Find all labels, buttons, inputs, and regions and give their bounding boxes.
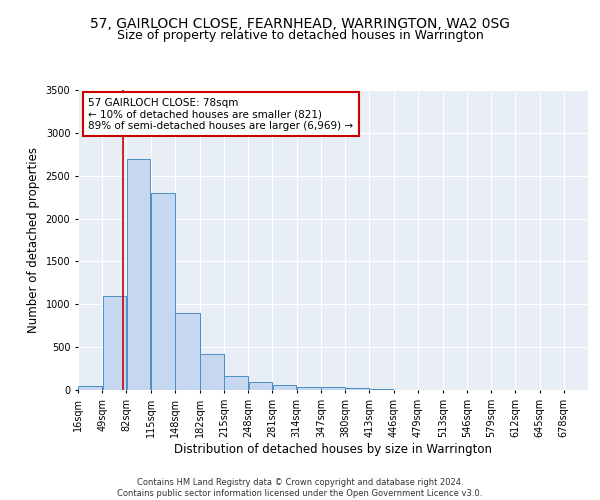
Bar [370, 389, 393, 390]
Bar [127, 158, 151, 390]
Bar [321, 388, 345, 390]
Text: 57 GAIRLOCH CLOSE: 78sqm
← 10% of detached houses are smaller (821)
89% of semi-: 57 GAIRLOCH CLOSE: 78sqm ← 10% of detach… [88, 98, 353, 130]
Bar [175, 313, 200, 390]
Bar [248, 382, 272, 390]
Text: Contains HM Land Registry data © Crown copyright and database right 2024.
Contai: Contains HM Land Registry data © Crown c… [118, 478, 482, 498]
X-axis label: Distribution of detached houses by size in Warrington: Distribution of detached houses by size … [174, 442, 492, 456]
Bar [103, 296, 126, 390]
Text: 57, GAIRLOCH CLOSE, FEARNHEAD, WARRINGTON, WA2 0SG: 57, GAIRLOCH CLOSE, FEARNHEAD, WARRINGTO… [90, 18, 510, 32]
Bar [297, 386, 320, 390]
Bar [273, 386, 296, 390]
Text: Size of property relative to detached houses in Warrington: Size of property relative to detached ho… [116, 29, 484, 42]
Bar [224, 376, 248, 390]
Bar [200, 354, 224, 390]
Bar [151, 193, 175, 390]
Bar [346, 388, 369, 390]
Y-axis label: Number of detached properties: Number of detached properties [27, 147, 40, 333]
Bar [78, 386, 102, 390]
